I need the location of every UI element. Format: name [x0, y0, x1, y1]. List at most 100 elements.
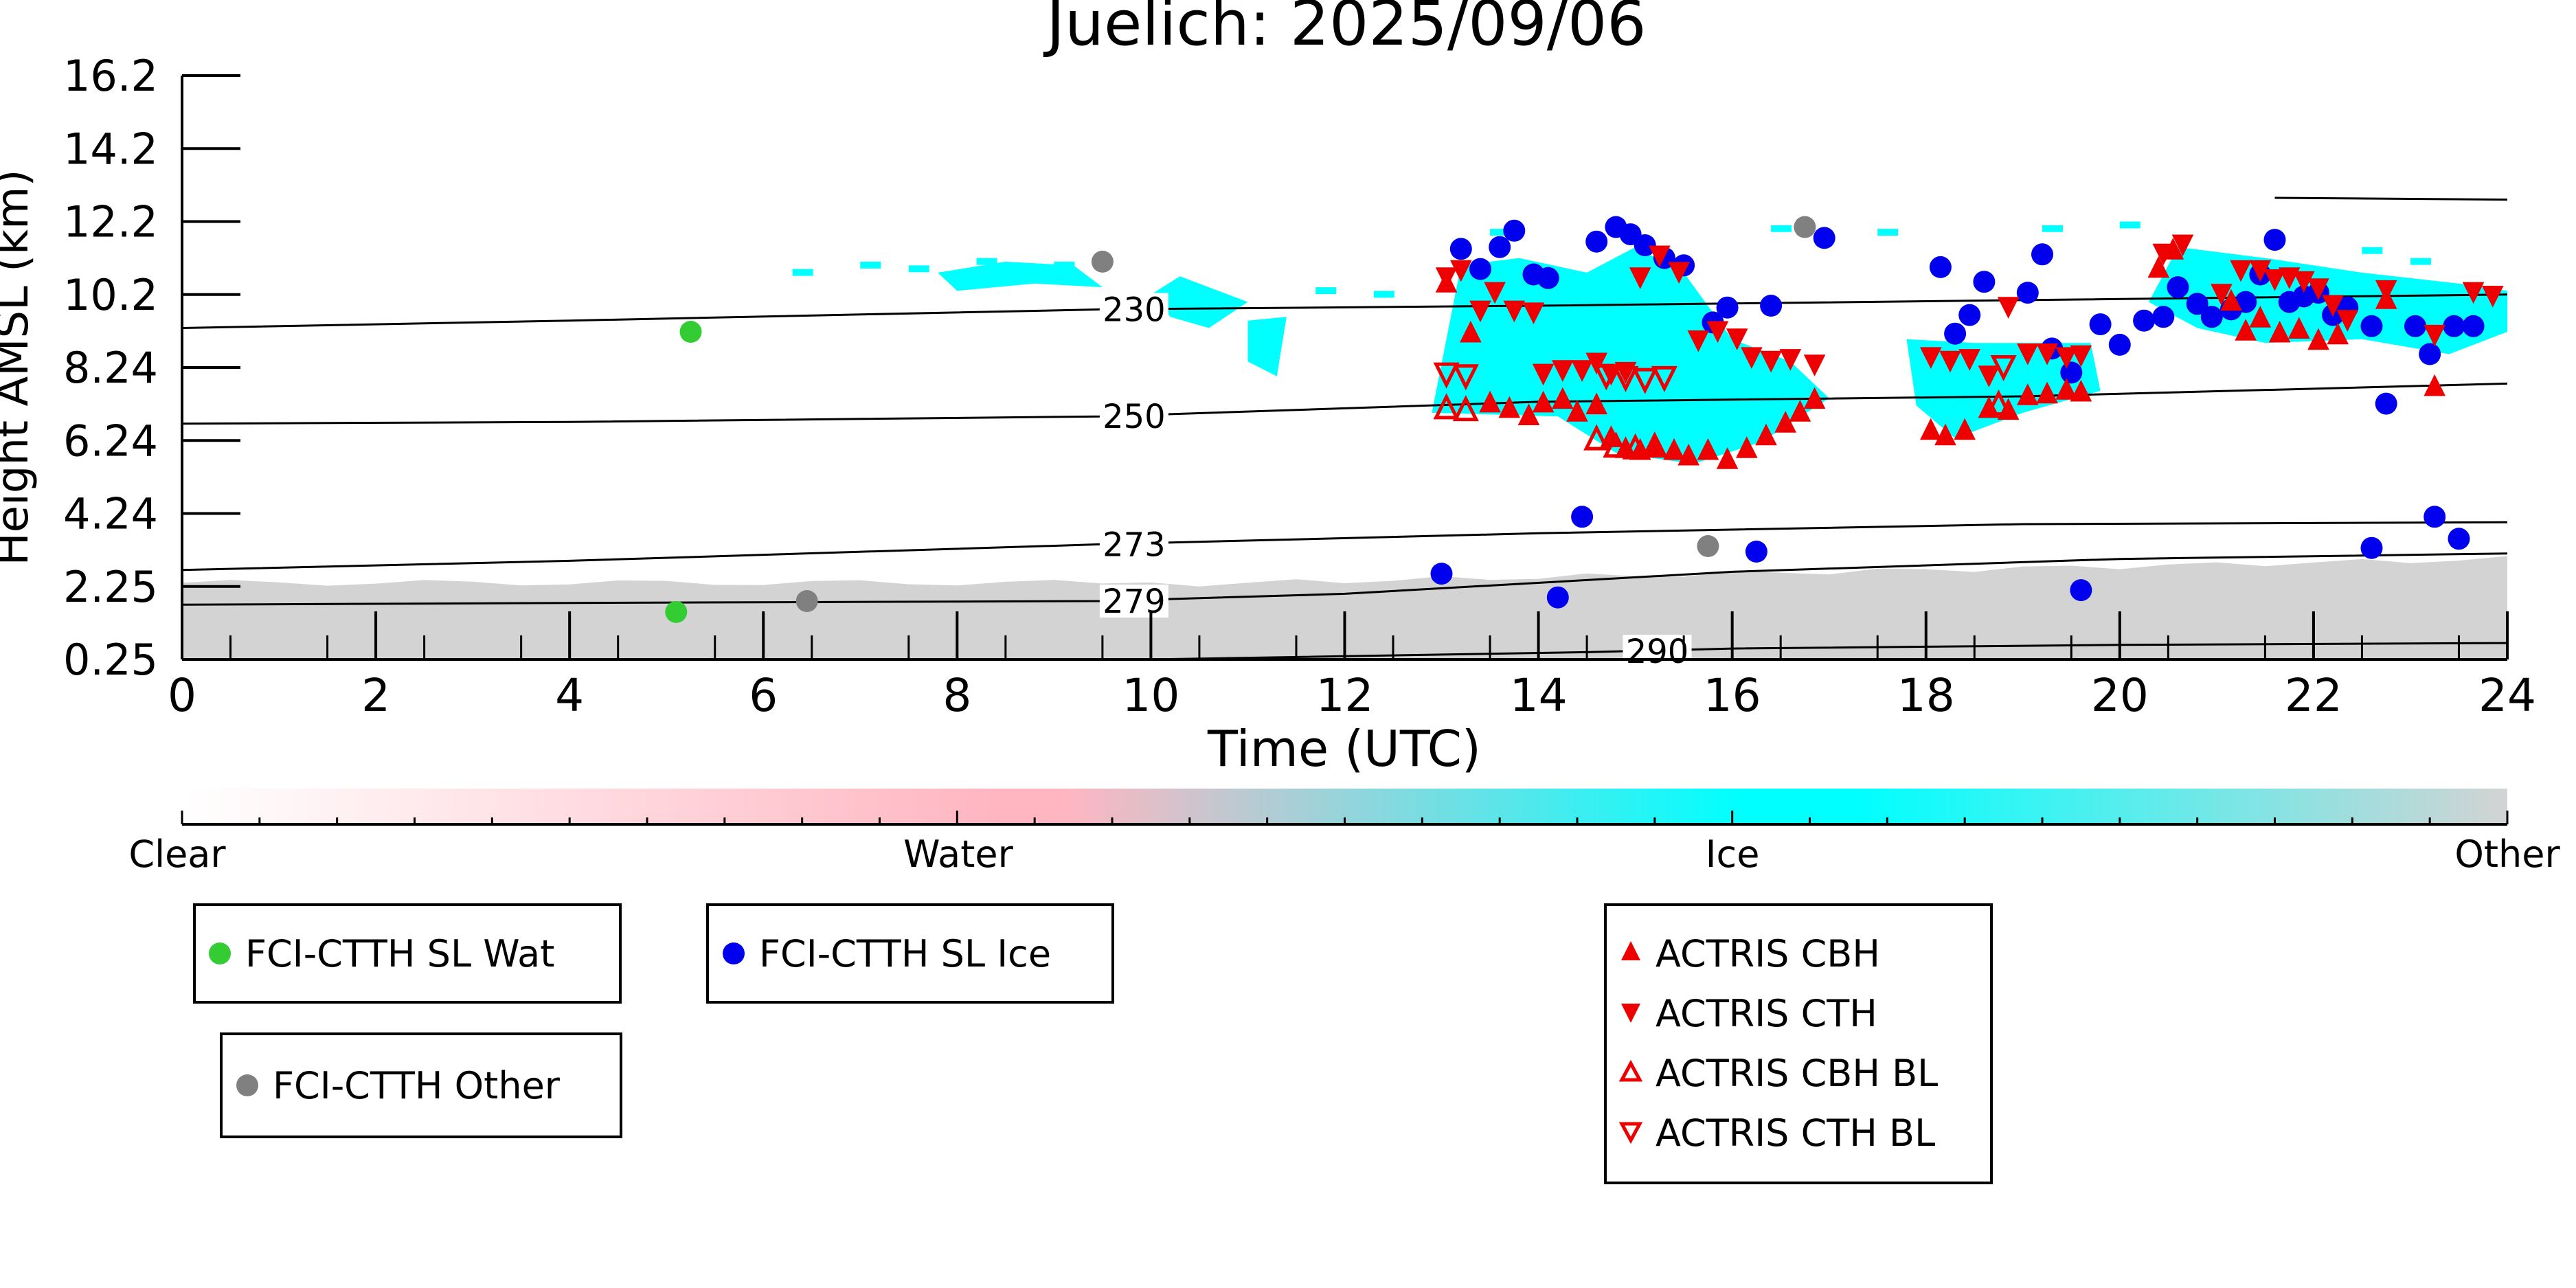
- isotherm-label-273: 273: [1103, 526, 1166, 564]
- marker-fci-ctth-sl-ice: [1958, 304, 1981, 326]
- marker-actris-cth: [1668, 262, 1690, 284]
- marker-actris-cbh: [1774, 411, 1797, 433]
- marker-actris-cbh: [2016, 383, 2039, 405]
- x-tick-label: 0: [168, 669, 196, 722]
- marker-fci-ctth-sl-ice: [2152, 306, 2175, 328]
- marker-actris-cth-bl: [1433, 362, 1460, 389]
- colorbar-label-other: Other: [2454, 833, 2560, 876]
- marker-fci-ctth-sl-ice: [2419, 343, 2441, 365]
- marker-actris-cth: [1687, 330, 1710, 352]
- marker-actris-cth: [1649, 245, 1671, 268]
- marker-actris-cth-bl: [1990, 355, 2017, 382]
- marker-fci-ctth-sl-ice: [1760, 295, 1783, 317]
- x-tick-label: 18: [1897, 669, 1955, 722]
- marker-layer: [665, 216, 2504, 623]
- marker-actris-cth-bl: [1593, 364, 1620, 391]
- marker-actris-cth: [1551, 360, 1574, 382]
- marker-actris-cth: [1484, 282, 1506, 304]
- marker-fci-ctth-sl-ice: [2186, 293, 2208, 315]
- marker-fci-ctth-sl-ice: [2360, 536, 2383, 559]
- marker-actris-cth: [1503, 300, 1526, 323]
- y-tick-label: 4.24: [63, 489, 158, 539]
- isotherm-label-bg: [1099, 528, 1168, 561]
- marker-actris-cbh: [2147, 256, 2170, 278]
- marker-fci-ctth-sl-ice: [1449, 238, 1472, 260]
- marker-fci-ctth-sl-ice: [1503, 219, 1526, 242]
- ice-cloud-streak: [2410, 258, 2431, 265]
- marker-actris-cbh: [1735, 436, 1758, 458]
- legend-label-fci-ice: FCI-CTTH SL Ice: [759, 932, 1051, 975]
- marker-actris-cbh: [1677, 443, 1700, 466]
- x-tick-label: 24: [2478, 669, 2536, 722]
- marker-actris-cbh: [2268, 320, 2291, 343]
- marker-actris-cbh-bl: [1452, 395, 1479, 422]
- marker-fci-ctth-sl-ice: [1634, 234, 1656, 256]
- marker-actris-cbh: [1755, 423, 1777, 446]
- marker-actris-cbh: [2070, 379, 2092, 402]
- marker-actris-cbh: [1585, 392, 1608, 415]
- marker-actris-cth: [2152, 243, 2175, 266]
- marker-fci-ctth-other: [1697, 535, 1719, 557]
- ice-cloud-streak: [1373, 291, 1394, 298]
- ice-cloud-streak: [908, 265, 929, 273]
- marker-actris-cth: [1803, 354, 1826, 376]
- marker-fci-ctth-sl-ice: [1813, 227, 1835, 249]
- marker-fci-ctth-sl-ice: [2263, 229, 2286, 251]
- marker-actris-cth: [1435, 267, 1458, 289]
- marker-actris-cbh-bl: [1622, 433, 1649, 460]
- marker-actris-cbh: [1919, 418, 1942, 440]
- marker-fci-ctth-sl-ice: [2016, 282, 2039, 304]
- ice-cloud-streak: [976, 258, 997, 265]
- colorbar-label-ice: Ice: [1706, 833, 1760, 876]
- marker-fci-ctth-sl-ice: [2060, 361, 2083, 384]
- legend-label-actris-cth-bl: ACTRIS CTH BL: [1656, 1111, 1935, 1155]
- isotherm-line-273: [181, 521, 2508, 572]
- marker-fci-ctth-sl-ice: [2070, 579, 2092, 602]
- marker-actris-cth-bl: [1631, 368, 1658, 394]
- marker-actris-cth: [1779, 349, 1802, 371]
- marker-fci-ctth-sl-ice: [2167, 276, 2189, 299]
- isotherm-label-bg: [1099, 293, 1168, 326]
- marker-fci-ctth-sl-ice: [1489, 236, 1511, 258]
- marker-actris-cth: [2263, 269, 2286, 291]
- marker-actris-cth: [1706, 321, 1729, 343]
- legend-swatch-fci-ice: [723, 942, 745, 964]
- ice-cloud-streak: [792, 269, 813, 276]
- ice-cloud-streak: [2362, 247, 2383, 254]
- marker-actris-cth: [1449, 260, 1472, 282]
- marker-fci-ctth-sl-ice: [2133, 309, 2156, 332]
- colorbar: Clear Water Ice Other: [128, 789, 2560, 876]
- ice-cloud-region: [1247, 317, 1287, 376]
- marker-fci-ctth-sl-ice: [1430, 563, 1453, 585]
- isotherm-label-bg: [1623, 634, 1692, 668]
- marker-actris-cbh: [1803, 387, 1826, 409]
- marker-actris-cth: [2171, 234, 2194, 257]
- x-tick-label: 22: [2285, 669, 2342, 722]
- x-tick-label: 20: [2091, 669, 2149, 722]
- x-axis-label: Time (UTC): [1207, 720, 1481, 778]
- marker-actris-cth: [2307, 278, 2329, 300]
- ice-cloud-streak: [2042, 225, 2063, 232]
- isotherm-label-230: 230: [1103, 291, 1166, 329]
- legend-swatch-actris-cbh-bl: [1618, 1059, 1643, 1082]
- ice-cloud-streak: [1771, 225, 1792, 232]
- marker-actris-cth: [2292, 271, 2315, 293]
- ice-cloud-region: [938, 261, 1103, 291]
- colorbar-ticks: [181, 811, 2509, 824]
- isotherm-line-230: [181, 293, 2508, 329]
- legend-label-fci-other: FCI-CTTH Other: [273, 1064, 561, 1107]
- marker-actris-cbh: [1663, 438, 1685, 460]
- marker-actris-cth: [1997, 297, 2020, 319]
- x-tick-label: 12: [1316, 669, 1374, 722]
- x-tick-label: 2: [361, 669, 390, 722]
- marker-fci-ctth-sl-ice: [2424, 506, 2446, 528]
- x-tick-label: 16: [1704, 669, 1761, 722]
- isotherm-line-279: [181, 552, 2508, 606]
- marker-actris-cbh: [2220, 289, 2242, 311]
- marker-actris-cbh: [2249, 306, 2272, 328]
- isotherm-label-290: 290: [1626, 633, 1689, 671]
- isotherm-label-250: 250: [1103, 398, 1166, 436]
- ice-cloud-streak: [1054, 261, 1075, 269]
